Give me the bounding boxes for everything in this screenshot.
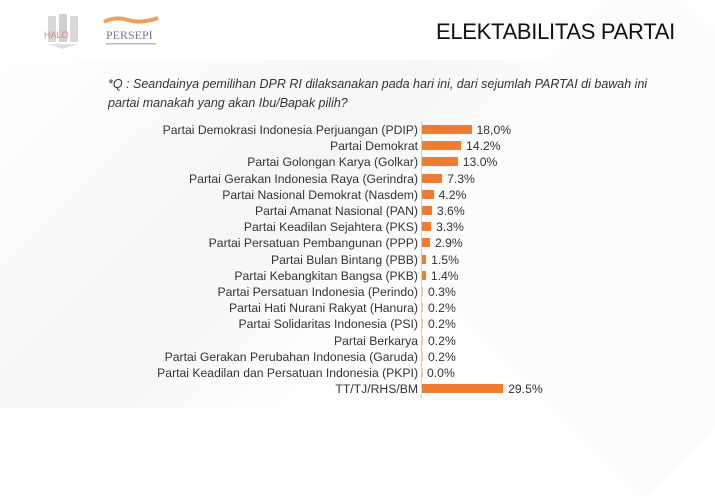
value-label: 1.5% (431, 252, 459, 267)
value-label: 0.2% (428, 333, 456, 348)
value-label: 0.0% (427, 366, 455, 380)
persepi-logo: PERSEPI (100, 14, 162, 48)
chart-row: Partai Solidaritas Indonesia (PSI) 0.2% (0, 316, 715, 332)
bar (422, 206, 432, 215)
category-label: Partai Amanat Nasional (PAN) (254, 204, 418, 218)
bar (422, 384, 504, 394)
bar (422, 157, 458, 167)
page-title: ELEKTABILITAS PARTAI (436, 19, 675, 44)
bar (422, 141, 462, 151)
chart-row: Partai Keadilan Sejahtera (PKS) 3.3% (0, 219, 715, 235)
value-label: 7.3% (447, 171, 475, 186)
category-label: Partai Gerakan Indonesia Raya (Gerindra) (189, 171, 418, 186)
bar (422, 189, 434, 199)
chart-row: Partai Kebangkitan Bangsa (PKB) 1.4% (0, 268, 715, 284)
category-label: Partai Gerakan Perubahan Indonesia (Garu… (164, 349, 418, 364)
svg-text:HALO: HALO (44, 30, 69, 40)
chart-row: Partai Demokrat 14.2% (0, 138, 715, 154)
bar (422, 270, 426, 280)
value-label: 18,0% (476, 123, 512, 137)
value-label: 3.3% (436, 220, 464, 235)
halo-logo: HALO (40, 12, 86, 50)
bar (422, 254, 427, 264)
category-label: Partai Kebangkitan Bangsa (PKB) (234, 268, 418, 283)
value-label: 14.2% (466, 139, 501, 154)
chart-row: Partai Amanat Nasional (PAN) 3.6% (0, 203, 715, 219)
category-label: Partai Keadilan Sejahtera (PKS) (243, 220, 418, 235)
value-label: 0.2% (428, 317, 456, 332)
bar (422, 238, 430, 248)
value-label: 4.2% (438, 187, 467, 202)
chart-row: Partai Berkarya 0.2% (0, 333, 715, 349)
value-label: 0.2% (428, 349, 456, 364)
chart-row: Partai Keadilan dan Persatuan Indonesia … (0, 365, 715, 381)
bar (422, 303, 423, 313)
bar (422, 351, 423, 361)
value-label: 2.9% (434, 236, 463, 251)
category-label: Partai Hati Nurani Rakyat (Hanura) (229, 301, 418, 316)
chart-row: Partai Nasional Demokrat (Nasdem) 4.2% (0, 187, 715, 203)
survey-question: *Q : Seandainya pemilihan DPR RI dilaksa… (108, 77, 648, 110)
value-label: 13.0% (462, 155, 498, 170)
chart-row: Partai Bulan Bintang (PBB) 1.5% (0, 252, 715, 268)
bar (422, 125, 472, 134)
category-label: Partai Persatuan Pembangunan (PPP) (208, 236, 418, 251)
chart-row: Partai Gerakan Indonesia Raya (Gerindra)… (0, 171, 715, 187)
value-label: 3.6% (436, 204, 465, 218)
category-label: Partai Berkarya (334, 333, 418, 348)
category-label: Partai Golongan Karya (Golkar) (247, 155, 418, 170)
value-label: 29.5% (508, 382, 543, 397)
category-label: Partai Solidaritas Indonesia (PSI) (238, 317, 418, 332)
chart-row: Partai Persatuan Indonesia (Perindo) 0.3% (0, 284, 715, 300)
chart-row: Partai Gerakan Perubahan Indonesia (Garu… (0, 349, 715, 365)
category-label: Partai Demokrat (329, 139, 418, 154)
value-label: 0.3% (428, 285, 456, 299)
value-label: 1.4% (430, 268, 459, 283)
category-label: TT/TJ/RHS/BM (335, 382, 418, 397)
category-label: Partai Persatuan Indonesia (Perindo) (217, 285, 418, 299)
bar (422, 319, 423, 329)
category-label: Partai Nasional Demokrat (Nasdem) (222, 187, 418, 202)
bar (422, 222, 432, 232)
category-label: Partai Demokrasi Indonesia Perjuangan (P… (162, 123, 418, 137)
bar (422, 368, 423, 377)
chart-row: Partai Persatuan Pembangunan (PPP) 2.9% (0, 235, 715, 251)
chart-row: Partai Demokrasi Indonesia Perjuangan (P… (0, 122, 715, 138)
category-label: Partai Keadilan dan Persatuan Indonesia … (157, 366, 418, 380)
chart-row: Partai Golongan Karya (Golkar) 13.0% (0, 154, 715, 170)
category-label: Partai Bulan Bintang (PBB) (270, 252, 418, 267)
chart-row: TT/TJ/RHS/BM 29.5% (0, 381, 715, 397)
chart-row: Partai Hati Nurani Rakyat (Hanura) 0.2% (0, 300, 715, 316)
bar (422, 173, 443, 183)
chart-axis (421, 121, 422, 398)
value-label: 0.2% (428, 301, 456, 316)
bar (422, 287, 423, 296)
bar (422, 335, 423, 345)
svg-text:PERSEPI: PERSEPI (106, 28, 153, 42)
